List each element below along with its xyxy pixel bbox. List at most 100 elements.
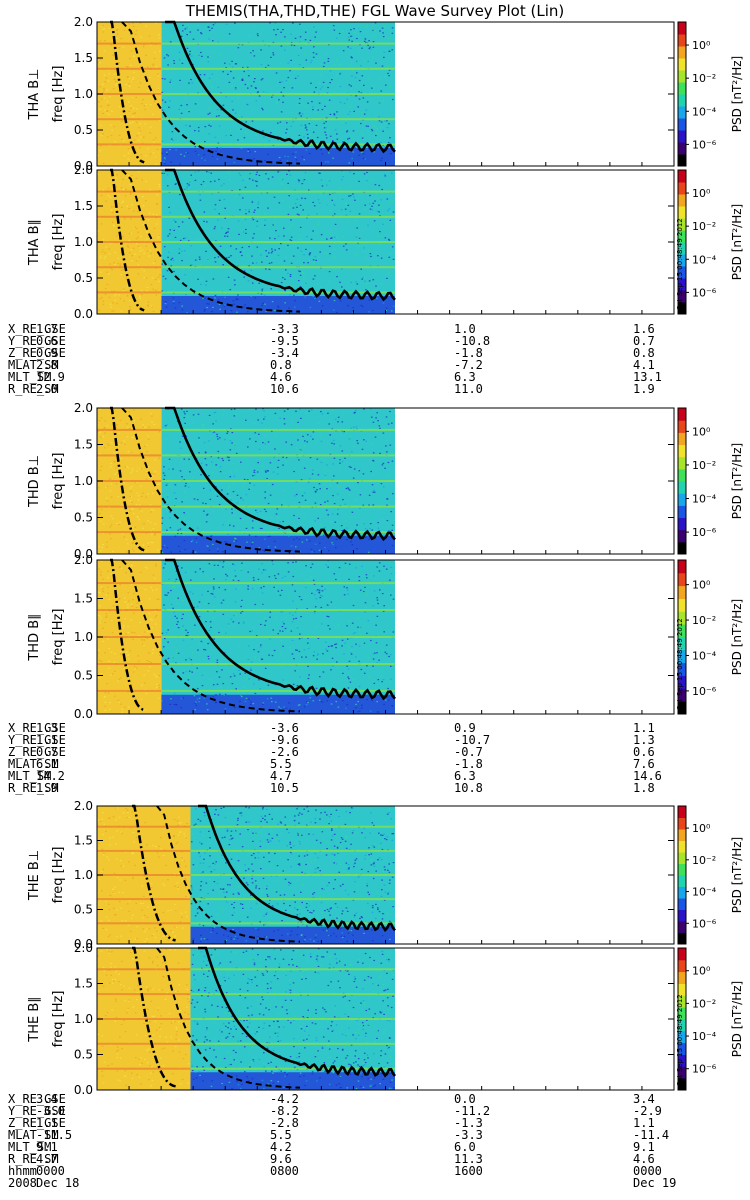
noise-speck (253, 469, 256, 471)
noise-speck (247, 855, 249, 857)
noise-speck (218, 258, 221, 260)
hot-speck (150, 541, 153, 543)
noise-speck (349, 210, 352, 212)
noise-speck (250, 51, 253, 53)
noise-speck (308, 579, 310, 581)
hot-speck (122, 92, 124, 94)
noise-speck (388, 50, 391, 52)
noise-speck (241, 600, 244, 603)
noise-speck (347, 305, 349, 307)
noise-speck (386, 813, 389, 815)
noise-speck (277, 1035, 279, 1037)
noise-speck (380, 834, 382, 836)
noise-speck (203, 938, 206, 940)
noise-speck (300, 417, 302, 419)
noise-speck (291, 621, 294, 623)
noise-speck (264, 569, 267, 571)
hot-speck (159, 50, 161, 52)
noise-speck (180, 707, 183, 709)
hot-speck (130, 490, 132, 492)
noise-speck (209, 112, 211, 114)
noise-speck (390, 566, 393, 568)
noise-speck (257, 937, 260, 939)
noise-speck (293, 820, 296, 822)
hot-speck (128, 233, 131, 235)
noise-speck (372, 46, 375, 48)
noise-speck (297, 75, 299, 77)
noise-speck (380, 283, 382, 285)
noise-speck (208, 879, 211, 881)
noise-speck (185, 96, 187, 98)
hot-speck (102, 927, 104, 929)
noise-speck (277, 633, 279, 635)
noise-speck (342, 700, 344, 702)
hot-speck (120, 187, 123, 189)
noise-speck (226, 493, 229, 495)
noise-speck (391, 225, 394, 227)
noise-speck (348, 466, 351, 468)
hot-speck (128, 600, 130, 602)
noise-speck (254, 808, 256, 810)
hot-speck (123, 482, 126, 484)
gyro-curve-solid (198, 804, 396, 933)
y-tick-label: 1.0 (74, 235, 93, 249)
noise-speck (263, 103, 266, 105)
colorbar-tick-label: 10⁰ (692, 822, 711, 835)
hot-speck (145, 444, 148, 446)
noise-speck (265, 620, 267, 622)
hot-speck (134, 526, 137, 528)
noise-speck (314, 610, 316, 612)
noise-speck (310, 238, 313, 240)
noise-speck (230, 618, 233, 620)
hot-speck (155, 294, 158, 296)
noise-speck (200, 881, 203, 883)
hot-speck (98, 878, 101, 880)
hot-speck (108, 73, 110, 75)
noise-speck (272, 563, 274, 565)
noise-speck (259, 921, 261, 923)
noise-speck (381, 65, 384, 67)
noise-speck (323, 122, 325, 124)
noise-speck (233, 625, 235, 627)
noise-speck (176, 623, 178, 625)
hot-speck (129, 650, 131, 652)
noise-speck (163, 646, 165, 648)
noise-speck (348, 867, 350, 869)
noise-speck (350, 653, 353, 655)
hot-speck (102, 436, 104, 438)
hot-line-artifact (97, 42, 162, 45)
noise-speck (310, 861, 313, 863)
noise-speck (217, 86, 220, 88)
noise-speck (164, 27, 167, 29)
noise-speck (188, 268, 191, 270)
noise-speck (251, 200, 253, 202)
noise-speck (333, 255, 336, 257)
hot-speck (151, 509, 153, 511)
noise-speck (356, 72, 358, 74)
noise-speck (283, 706, 285, 708)
noise-speck (373, 865, 376, 867)
noise-speck (364, 602, 367, 604)
noise-speck (269, 269, 272, 271)
noise-speck (274, 684, 277, 687)
noise-speck (336, 444, 338, 447)
noise-speck (170, 698, 172, 700)
noise-speck (206, 545, 208, 547)
noise-speck (283, 871, 285, 873)
hot-speck (152, 310, 155, 313)
hot-speck (182, 927, 184, 929)
noise-speck (207, 258, 209, 260)
noise-speck (213, 588, 215, 590)
noise-speck (348, 660, 351, 662)
hot-speck (175, 908, 177, 910)
noise-speck (265, 888, 268, 890)
noise-speck (383, 583, 386, 585)
noise-speck (301, 656, 303, 658)
hot-speck (150, 883, 153, 885)
noise-speck (172, 279, 174, 281)
hot-speck (137, 499, 140, 501)
noise-speck (384, 120, 386, 122)
noise-speck (289, 905, 291, 907)
noise-speck (321, 458, 323, 460)
noise-speck (285, 707, 288, 709)
